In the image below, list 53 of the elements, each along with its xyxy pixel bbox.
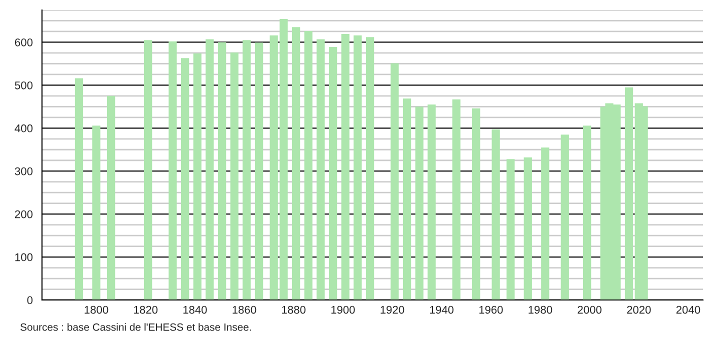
y-tick-label: 300: [14, 167, 33, 176]
bar: [366, 37, 374, 300]
bar: [230, 52, 238, 300]
x-tick-label: 1860: [232, 306, 256, 314]
x-tick-label: 2020: [627, 306, 651, 314]
x-tick-label: 1880: [282, 306, 306, 314]
y-tick-label: 400: [14, 124, 33, 132]
bar: [254, 42, 264, 300]
bar: [492, 129, 500, 300]
bar: [328, 46, 338, 300]
bar: [206, 39, 214, 300]
x-tick-label: 2040: [676, 306, 700, 314]
x-tick-label: 1920: [380, 306, 404, 314]
source-note: Sources : base Cassini de l'EHESS et base Insee.: [20, 323, 251, 331]
bar: [541, 147, 550, 300]
bar: [354, 35, 362, 300]
bar: [168, 41, 177, 300]
bar: [144, 40, 152, 300]
bar: [452, 99, 460, 300]
bar: [242, 40, 251, 300]
bar: [304, 31, 312, 300]
bar: [506, 159, 515, 300]
bar: [292, 27, 300, 300]
x-tick-label: 1800: [84, 306, 108, 314]
y-tick-label: 500: [14, 81, 33, 90]
y-tick-label: 200: [14, 210, 33, 218]
bar: [402, 98, 412, 300]
bar: [390, 63, 399, 300]
bar: [74, 78, 84, 300]
bar: [472, 108, 480, 300]
bar: [524, 157, 532, 300]
bar: [624, 87, 634, 300]
x-tick-label: 1840: [183, 306, 207, 314]
bar: [106, 96, 116, 300]
x-tick-label: 1980: [528, 306, 552, 314]
bar: [92, 126, 100, 300]
bar: [415, 106, 424, 300]
x-tick-label: 1960: [479, 306, 503, 314]
x-tick-label: 1900: [331, 306, 355, 314]
bar: [193, 53, 202, 300]
bar: [583, 126, 592, 300]
x-tick-label: 1820: [134, 306, 158, 314]
bar: [218, 42, 226, 300]
y-tick-label: 0: [27, 296, 33, 304]
bar: [316, 39, 325, 300]
bar: [560, 134, 569, 300]
x-tick-label: 2000: [578, 306, 602, 314]
bar: [341, 34, 350, 300]
y-tick-label: 100: [15, 253, 33, 262]
bar: [180, 58, 190, 300]
y-tick-label: 600: [15, 38, 33, 46]
bar: [428, 104, 436, 300]
x-tick-label: 1940: [430, 306, 454, 314]
